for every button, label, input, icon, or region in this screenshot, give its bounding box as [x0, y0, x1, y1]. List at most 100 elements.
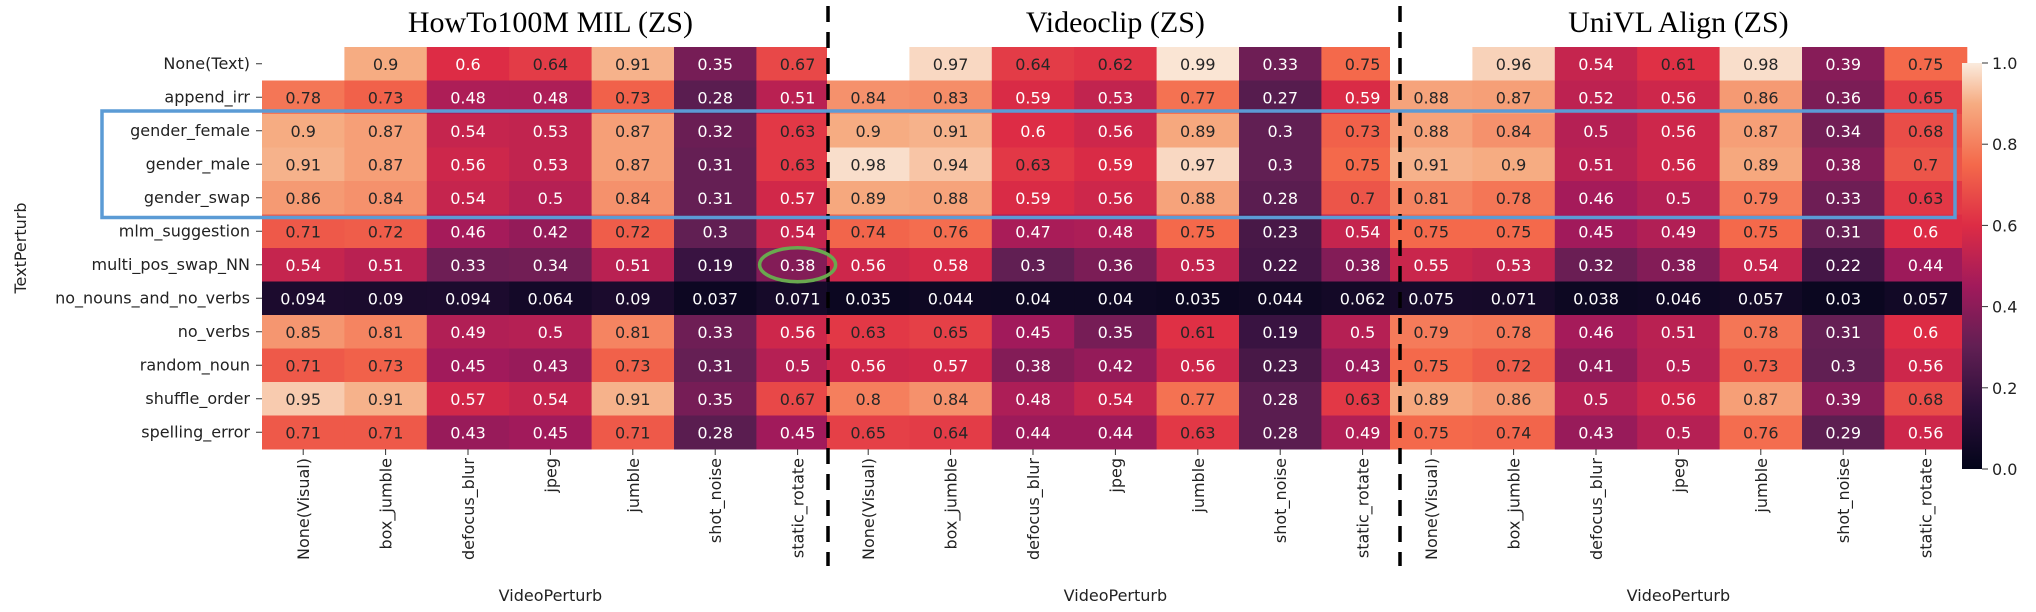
heatmap-cell	[674, 281, 757, 316]
cell-value-label: 0.76	[933, 222, 969, 241]
heatmap-cell	[1802, 415, 1885, 450]
annotation-overlays	[100, 6, 1957, 566]
x-tick-label: jumble	[1752, 458, 1771, 514]
cell-value-label: 0.28	[1262, 189, 1298, 208]
cell-value-label: 0.88	[1413, 88, 1449, 107]
cell-value-label: 0.53	[533, 122, 569, 141]
heatmap-cell	[674, 114, 757, 148]
cell-value-label: 0.51	[780, 88, 816, 107]
cell-value-label: 0.95	[285, 390, 321, 409]
cell-value-label: 0.3	[1830, 356, 1855, 375]
heatmap-cell	[1802, 114, 1885, 148]
cell-value-label: 0.5	[1666, 423, 1691, 442]
cell-value-label: 0.04	[1098, 289, 1134, 308]
cell-value-label: 0.35	[697, 55, 733, 74]
heatmap-cell	[1719, 214, 1803, 249]
cell-value-label: 0.57	[450, 390, 486, 409]
cell-value-label: 0.73	[615, 356, 651, 375]
x-axis-label: VideoPerturb	[499, 586, 602, 605]
cell-value-label: 0.44	[1098, 423, 1134, 442]
heatmap-cell	[674, 147, 757, 182]
cell-value-label: 0.56	[850, 256, 886, 275]
heatmap-cell	[1390, 181, 1473, 215]
heatmap-cell	[756, 181, 840, 215]
heatmap-cell	[1156, 315, 1240, 349]
heatmap-cell	[1884, 415, 1968, 450]
cell-value-label: 0.53	[1496, 256, 1532, 275]
cell-value-label: 0.46	[450, 222, 486, 241]
cell-value-label: 0.45	[1578, 222, 1614, 241]
heatmap-cell	[1884, 47, 1968, 81]
cell-value-label: 0.38	[1661, 256, 1697, 275]
cell-value-label: 0.38	[1825, 155, 1861, 174]
colorbar-tick-label: 0.4	[1992, 298, 2017, 317]
cell-value-label: 0.76	[1743, 423, 1779, 442]
cell-value-label: 0.84	[1496, 122, 1532, 141]
cell-value-label: 0.89	[1743, 155, 1779, 174]
x-tick-label: shot_noise	[1271, 458, 1291, 543]
colorbar-tick-label: 0.8	[1992, 135, 2017, 154]
heatmap-cell	[591, 147, 675, 182]
cell-value-label: 0.97	[933, 55, 969, 74]
cell-value-label: 0.91	[368, 390, 404, 409]
heatmap-cell	[991, 80, 1075, 115]
cell-value-label: 0.72	[615, 222, 651, 241]
heatmap-cell	[1156, 382, 1240, 416]
heatmap-cell	[344, 80, 428, 115]
heatmap-cell	[1239, 147, 1322, 182]
cell-value-label: 0.81	[1413, 189, 1449, 208]
heatmap-cell	[509, 181, 593, 215]
heatmap-cell-empty	[262, 47, 345, 81]
heatmap-cell	[909, 248, 993, 282]
x-tick-label: None(Visual)	[294, 458, 313, 560]
heatmap-cell	[1074, 181, 1158, 215]
x-tick-label: defocus_blur	[1587, 458, 1607, 560]
heatmap-cell	[1802, 214, 1885, 249]
cell-value-label: 0.78	[285, 88, 321, 107]
heatmap-cell	[991, 214, 1075, 249]
heatmap-cell	[344, 47, 428, 81]
heatmap-cell	[509, 214, 593, 249]
cell-value-label: 0.91	[933, 122, 969, 141]
y-tick-label: no_nouns_and_no_verbs	[55, 288, 250, 308]
cell-value-label: 0.54	[285, 256, 321, 275]
heatmap-cell	[1156, 147, 1240, 182]
cell-value-label: 0.75	[1413, 222, 1449, 241]
heatmap-cell	[262, 348, 345, 383]
heatmap-cell	[674, 348, 757, 383]
heatmap-cell	[262, 281, 345, 316]
heatmap-cell	[1884, 281, 1968, 316]
heatmap-cell	[991, 348, 1075, 383]
heatmap-cell	[1637, 181, 1721, 215]
heatmap-cell	[1802, 80, 1885, 115]
cell-value-label: 0.9	[290, 122, 315, 141]
cell-value-label: 0.09	[368, 289, 404, 308]
heatmap-cell	[1074, 114, 1158, 148]
heatmap-cell	[1554, 147, 1638, 182]
y-tick-label: multi_pos_swap_NN	[92, 255, 251, 275]
cell-value-label: 0.34	[533, 256, 569, 275]
heatmap-cell	[1719, 281, 1803, 316]
heatmap-cell	[991, 315, 1075, 349]
heatmap-cell	[1802, 348, 1885, 383]
highlight-circle	[757, 246, 838, 284]
heatmap-cell	[1884, 348, 1968, 383]
cell-value-label: 0.63	[1015, 155, 1051, 174]
cell-value-label: 0.55	[1413, 256, 1449, 275]
panel-title: Videoclip (ZS)	[1026, 6, 1205, 39]
cell-value-label: 0.75	[1908, 55, 1944, 74]
cell-value-label: 0.09	[615, 289, 651, 308]
x-tick-label: jpeg	[541, 458, 560, 494]
cell-value-label: 0.31	[697, 356, 733, 375]
cell-value-label: 0.36	[1098, 256, 1134, 275]
heatmap-cell	[1554, 315, 1638, 349]
cell-value-label: 0.45	[450, 356, 486, 375]
cell-value-label: 0.56	[1180, 356, 1216, 375]
heatmap-cell	[262, 214, 345, 249]
heatmap-cell	[1637, 415, 1721, 450]
cell-value-label: 0.86	[1743, 88, 1779, 107]
heatmap-cell	[1554, 281, 1638, 316]
cell-value-label: 0.87	[615, 122, 651, 141]
heatmap-cell	[991, 114, 1075, 148]
x-tick-label: jumble	[624, 458, 643, 514]
